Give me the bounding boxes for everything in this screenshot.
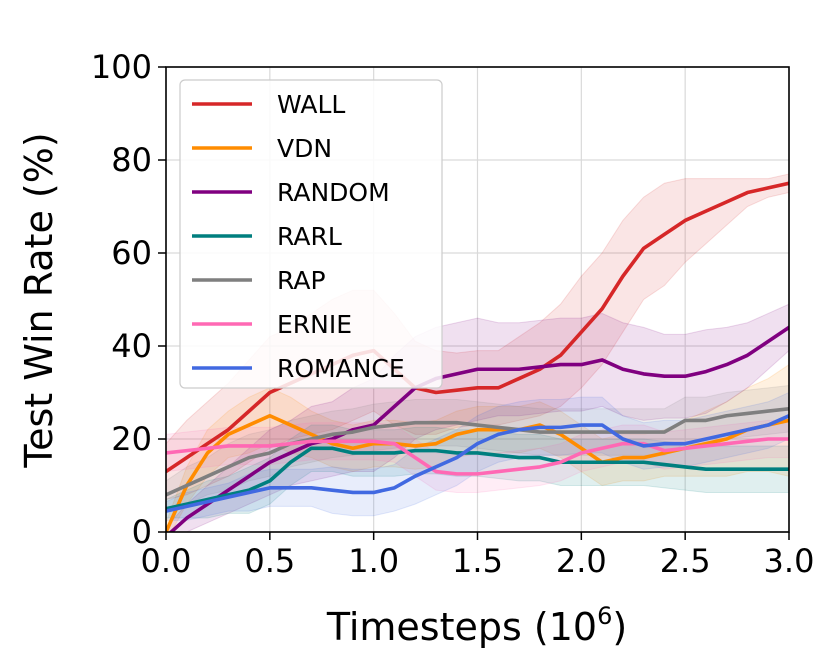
x-axis-title-suffix: ) (612, 605, 627, 649)
legend-label-wall: WALL (277, 90, 345, 119)
legend-label-rap: RAP (277, 266, 326, 295)
series-line-rarl (166, 446, 789, 511)
legend-item-ernie: ERNIE (192, 310, 352, 339)
y-tick-label-4: 80 (111, 141, 152, 179)
series-line-rap (166, 406, 789, 497)
y-tick-label-2: 40 (111, 327, 152, 365)
legend-items: WALL VDN RANDOM RARL RAP ERNIE ROMANCE (192, 90, 405, 383)
legend-label-rarl: RARL (277, 222, 342, 251)
y-tick-label-0: 0 (132, 513, 152, 551)
x-axis-title-exponent: 6 (597, 602, 612, 630)
legend-item-rap: RAP (192, 266, 326, 295)
legend-item-vdn: VDN (192, 134, 332, 163)
legend-label-romance: ROMANCE (277, 354, 405, 383)
legend-item-wall: WALL (192, 90, 345, 119)
x-axis-title-main: Timesteps (10 (326, 605, 597, 649)
legend-item-random: RANDOM (192, 178, 390, 207)
legend-label-ernie: ERNIE (277, 310, 352, 339)
x-tick-label-3: 1.5 (452, 542, 503, 580)
legend: WALL VDN RANDOM RARL RAP ERNIE ROMANCE (179, 79, 443, 389)
legend-item-romance: ROMANCE (192, 354, 405, 383)
x-tick-label-2: 1.0 (348, 542, 399, 580)
x-tick-label-4: 2.0 (556, 542, 607, 580)
legend-item-rarl: RARL (192, 222, 342, 251)
legend-label-vdn: VDN (277, 134, 332, 163)
series-lines (166, 181, 789, 532)
x-tick-label-0: 0.0 (141, 542, 192, 580)
series-line-random (168, 325, 789, 532)
y-tick-label-3: 60 (111, 234, 152, 272)
legend-label-random: RANDOM (277, 178, 390, 207)
confidence-bands (166, 173, 789, 532)
series-line-wall (166, 181, 789, 474)
y-tick-label-5: 100 (91, 48, 152, 86)
y-axis-ticks: 0 20 40 60 80 100 (91, 48, 166, 551)
series-line-ernie (166, 437, 789, 476)
y-tick-label-1: 20 (111, 420, 152, 458)
y-axis-title: Test Win Rate (%) (17, 132, 61, 468)
x-tick-label-1: 0.5 (244, 542, 295, 580)
x-tick-label-6: 3.0 (764, 542, 815, 580)
x-tick-label-5: 2.5 (660, 542, 711, 580)
legend-box (179, 79, 443, 389)
x-axis-ticks: 0.0 0.5 1.0 1.5 2.0 2.5 3.0 (141, 532, 815, 580)
x-axis-title: Timesteps (106) (326, 602, 627, 649)
series-line-romance (166, 413, 789, 513)
